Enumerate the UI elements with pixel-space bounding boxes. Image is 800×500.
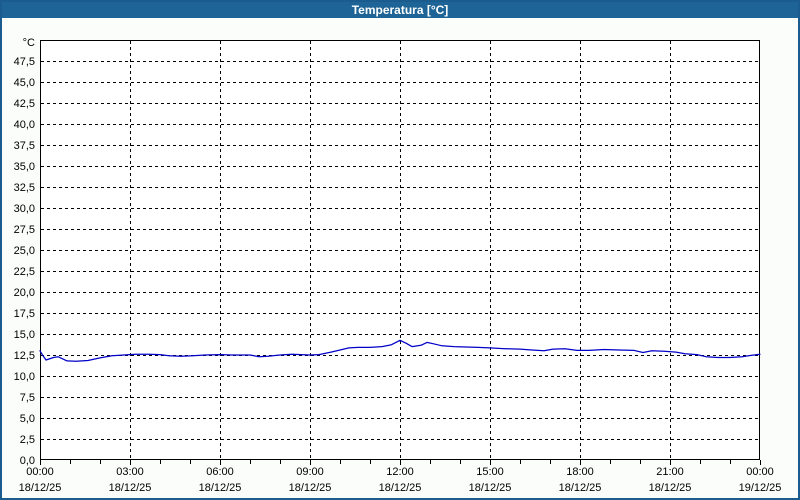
y-tick-label: 7,5 bbox=[20, 392, 35, 404]
plot-border bbox=[40, 40, 760, 460]
x-tick-date-label: 19/12/25 bbox=[739, 482, 782, 494]
x-tick-time-label: 18:00 bbox=[566, 466, 594, 478]
temperature-series-line bbox=[39, 339, 761, 362]
y-tick-label: 35,0 bbox=[14, 161, 35, 173]
y-tick-label: 10,0 bbox=[14, 371, 35, 383]
x-tick-time-label: 00:00 bbox=[746, 466, 774, 478]
x-tick-date-label: 18/12/25 bbox=[19, 482, 62, 494]
x-tick-date-label: 18/12/25 bbox=[109, 482, 152, 494]
y-tick-label: 17,5 bbox=[14, 308, 35, 320]
y-tick-label: 20,0 bbox=[14, 287, 35, 299]
y-tick-label: 2,5 bbox=[20, 434, 35, 446]
window-title: Temperatura [°C] bbox=[351, 3, 449, 17]
x-tick-time-label: 15:00 bbox=[476, 466, 504, 478]
y-tick-label: 42,5 bbox=[14, 98, 35, 110]
x-tick-time-label: 06:00 bbox=[206, 466, 234, 478]
x-tick-time-label: 03:00 bbox=[116, 466, 144, 478]
chart-svg: 0,0 2,5 5,0 7,5 10,0 12,5 15,0 17,5 20,0 22,5 25,0… bbox=[14, 37, 782, 494]
x-tick-time-label: 21:00 bbox=[656, 466, 684, 478]
y-tick-label: 25,0 bbox=[14, 245, 35, 257]
y-tick-label: 0,0 bbox=[20, 455, 35, 467]
y-tick-label: 5,0 bbox=[20, 413, 35, 425]
x-tick-time-label: 00:00 bbox=[26, 466, 54, 478]
y-tick-label: 45,0 bbox=[14, 77, 35, 89]
y-unit-label: °C bbox=[23, 37, 35, 49]
y-tick-label: 37,5 bbox=[14, 140, 35, 152]
y-axis-labels: 0,0 2,5 5,0 7,5 10,0 12,5 15,0 17,5 20,0 22,5 25,0… bbox=[14, 37, 35, 467]
y-tick-label: 32,5 bbox=[14, 182, 35, 194]
x-axis-labels: 00:00 18/12/25 03:00 18/12/25 06:00 18/12/25 0… bbox=[19, 466, 782, 494]
y-tick-label: 12,5 bbox=[14, 350, 35, 362]
x-tick-date-label: 18/12/25 bbox=[559, 482, 602, 494]
x-tick-date-label: 18/12/25 bbox=[379, 482, 422, 494]
y-tick-label: 40,0 bbox=[14, 119, 35, 131]
y-tick-label: 47,5 bbox=[14, 56, 35, 68]
chart-area: 0,0 2,5 5,0 7,5 10,0 12,5 15,0 17,5 20,0 22,5 25,0… bbox=[2, 18, 798, 498]
x-tick-date-label: 18/12/25 bbox=[289, 482, 332, 494]
x-tick-date-label: 18/12/25 bbox=[199, 482, 242, 494]
window-title-bar: Temperatura [°C] bbox=[2, 2, 798, 18]
y-tick-label: 30,0 bbox=[14, 203, 35, 215]
y-tick-label: 15,0 bbox=[14, 329, 35, 341]
y-tick-label: 22,5 bbox=[14, 266, 35, 278]
y-tick-label: 27,5 bbox=[14, 224, 35, 236]
x-tick-time-label: 12:00 bbox=[386, 466, 414, 478]
x-tick-date-label: 18/12/25 bbox=[649, 482, 692, 494]
x-tick-date-label: 18/12/25 bbox=[469, 482, 512, 494]
x-tick-time-label: 09:00 bbox=[296, 466, 324, 478]
vertical-gridlines bbox=[130, 41, 671, 460]
x-axis-ticks bbox=[40, 460, 761, 465]
